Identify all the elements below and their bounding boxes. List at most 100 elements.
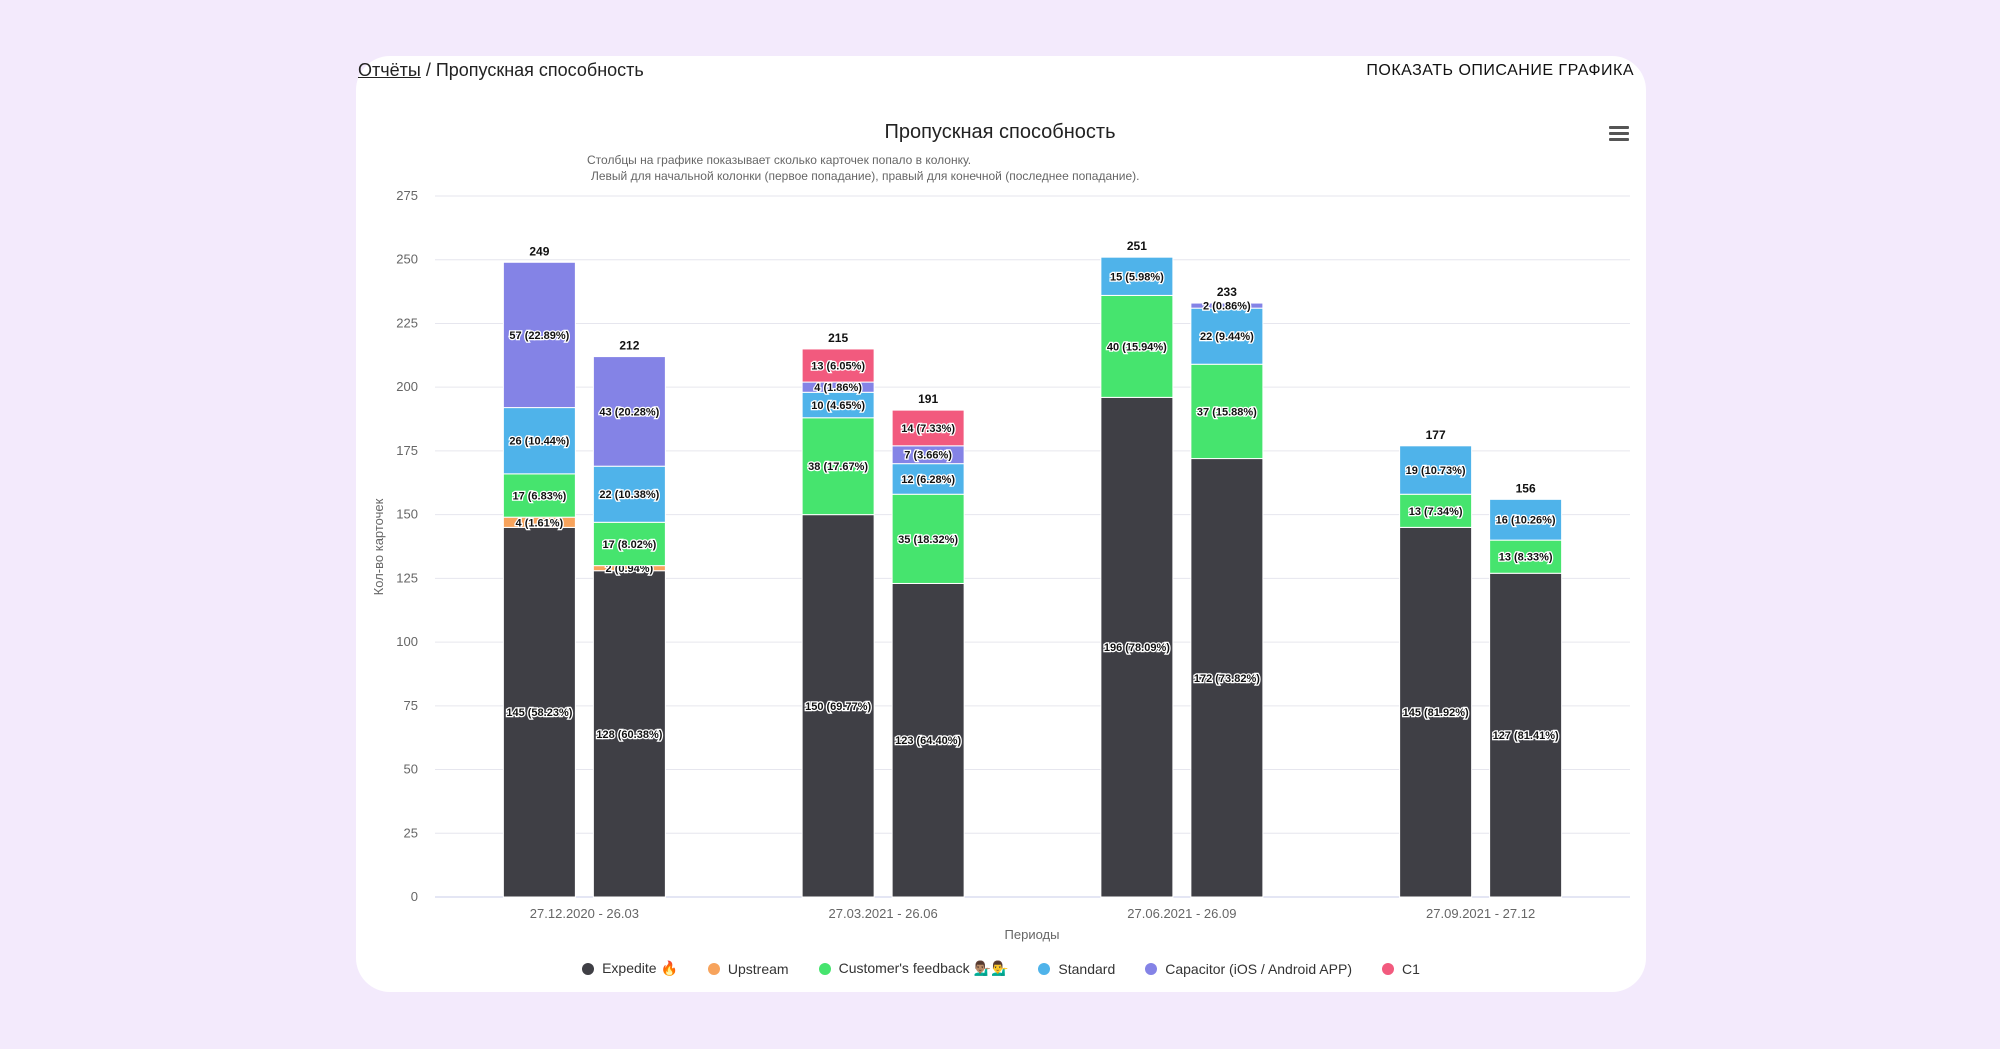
breadcrumb: Отчёты / Пропускная способность — [358, 60, 644, 81]
legend-dot-icon — [707, 962, 720, 975]
bar-segment — [801, 391, 875, 419]
legend-item[interactable]: Standard — [1038, 960, 1115, 977]
bar-segment — [592, 521, 666, 567]
chart-legend: Expedite 🔥 Upstream Customer's feedback 💁🏽… — [356, 960, 1646, 977]
bar-segment — [1100, 294, 1174, 398]
bar-segment — [592, 570, 666, 898]
bar-data-label: 13 (7.34%) — [1409, 506, 1463, 518]
y-tick-label: 225 — [396, 315, 418, 330]
legend-label: Upstream — [727, 960, 789, 977]
bar-segment — [1399, 445, 1473, 495]
breadcrumb-separator: / — [420, 60, 436, 80]
bar-data-label: 4 (1.86%) — [814, 382, 862, 394]
legend-dot-icon — [1145, 962, 1158, 975]
x-axis-title: Периоды — [1005, 927, 1060, 942]
bar-segment — [502, 473, 576, 518]
legend-item[interactable]: Upstream — [707, 960, 789, 977]
chart-subtitle-line-2: Левый для начальной колонки (первое попа… — [591, 169, 1139, 183]
y-tick-label: 200 — [396, 379, 418, 394]
legend-item[interactable]: C1 — [1382, 960, 1420, 977]
legend-dot-icon — [1038, 962, 1051, 975]
bar-segment — [891, 409, 965, 447]
bar-segment — [1489, 498, 1563, 541]
bar-total-label: 156 — [1516, 481, 1536, 495]
chart-subtitle-line-1: Столбцы на графике показывает сколько ка… — [587, 153, 971, 167]
y-tick-label: 75 — [404, 698, 418, 713]
bar-total-label: 233 — [1217, 285, 1237, 299]
bar-data-label: 16 (10.26%) — [1496, 515, 1556, 527]
show-description-button[interactable]: ПОКАЗАТЬ ОПИСАНИЕ ГРАФИКА — [1366, 62, 1634, 79]
legend-dot-icon — [1382, 962, 1394, 975]
bar-segment — [801, 417, 875, 516]
bar-data-label: 123 (64.40%) — [895, 735, 961, 747]
bar-data-label: 17 (8.02%) — [602, 539, 656, 551]
bar-segment — [891, 582, 965, 898]
bar-data-label: 22 (9.44%) — [1200, 331, 1254, 343]
bar-data-label: 43 (20.28%) — [599, 406, 659, 418]
bar-total-label: 251 — [1127, 239, 1147, 253]
breadcrumb-reports-link[interactable]: Отчёты — [358, 60, 421, 80]
y-tick-label: 0 — [411, 889, 418, 904]
bar-data-label: 17 (6.83%) — [512, 491, 566, 503]
bar-segment — [1190, 458, 1264, 898]
bar-data-label: 196 (78.09%) — [1104, 642, 1170, 654]
y-tick-label: 275 — [396, 188, 418, 203]
y-tick-label: 50 — [404, 762, 418, 777]
x-tick-label: 27.06.2021 - 26.09 — [1127, 906, 1236, 921]
y-tick-label: 100 — [396, 634, 418, 649]
bar-total-label: 191 — [918, 392, 938, 406]
bar-segment — [801, 514, 875, 898]
legend-label: Expedite 🔥 — [602, 960, 678, 976]
legend-item[interactable]: Expedite 🔥 — [582, 960, 678, 977]
legend-item[interactable]: Customer's feedback 💁🏽‍♂️💁‍♂️ — [818, 960, 1009, 977]
bar-data-label: 150 (69.77%) — [805, 701, 871, 713]
bar-segment — [592, 465, 666, 523]
y-tick-label: 25 — [404, 825, 418, 840]
bar-segment — [502, 407, 576, 475]
bar-segment — [502, 526, 576, 898]
hamburger-icon[interactable] — [1609, 126, 1629, 142]
bar-data-label: 172 (73.82%) — [1194, 673, 1260, 685]
bar-segment — [1190, 307, 1264, 365]
y-tick-label: 175 — [396, 443, 418, 458]
bar-total-label: 212 — [619, 339, 639, 353]
y-tick-label: 250 — [396, 252, 418, 267]
bar-data-label: 40 (15.94%) — [1107, 341, 1167, 353]
bar-data-label: 128 (60.38%) — [596, 729, 662, 741]
bar-total-label: 215 — [828, 331, 848, 345]
bar-data-label: 127 (81.41%) — [1493, 730, 1559, 742]
bar-total-label: 177 — [1426, 428, 1446, 442]
bar-data-label: 19 (10.73%) — [1406, 465, 1466, 477]
legend-label: Customer's feedback 💁🏽‍♂️💁‍♂️ — [838, 960, 1009, 976]
bar-segment — [801, 348, 875, 383]
bar-segment — [1489, 572, 1563, 898]
bar-segment — [1399, 526, 1473, 898]
bar-data-label: 2 (0.86%) — [1203, 301, 1251, 313]
bar-data-label: 14 (7.33%) — [901, 423, 955, 435]
legend-label: Standard — [1058, 960, 1116, 977]
breadcrumb-current: Пропускная способность — [435, 60, 644, 80]
bar-data-label: 13 (8.33%) — [1499, 552, 1553, 564]
bar-data-label: 145 (58.23%) — [506, 707, 572, 719]
bar-data-label: 12 (6.28%) — [901, 474, 955, 486]
x-tick-label: 27.09.2021 - 27.12 — [1426, 906, 1535, 921]
legend-dot-icon — [818, 962, 831, 975]
y-axis-title: Кол-во карточек — [371, 498, 386, 595]
bar-data-label: 22 (10.38%) — [599, 489, 659, 501]
x-tick-label: 27.03.2021 - 26.06 — [829, 906, 938, 921]
bar-data-label: 7 (3.66%) — [904, 450, 952, 462]
bar-data-label: 37 (15.88%) — [1197, 406, 1257, 418]
y-tick-label: 125 — [396, 570, 418, 585]
bar-data-label: 15 (5.98%) — [1110, 271, 1164, 283]
x-tick-label: 27.12.2020 - 26.03 — [530, 906, 639, 921]
bar-segment — [1190, 302, 1264, 309]
legend-label: Capacitor (iOS / Android APP) — [1165, 960, 1352, 977]
bar-segment — [592, 356, 666, 467]
bar-data-label: 35 (18.32%) — [898, 534, 958, 546]
bar-segment — [1100, 396, 1174, 898]
legend-item[interactable]: Capacitor (iOS / Android APP) — [1145, 960, 1352, 977]
bar-data-label: 13 (6.05%) — [811, 361, 865, 373]
bar-total-label: 249 — [529, 244, 549, 258]
bar-segment — [1489, 539, 1563, 574]
